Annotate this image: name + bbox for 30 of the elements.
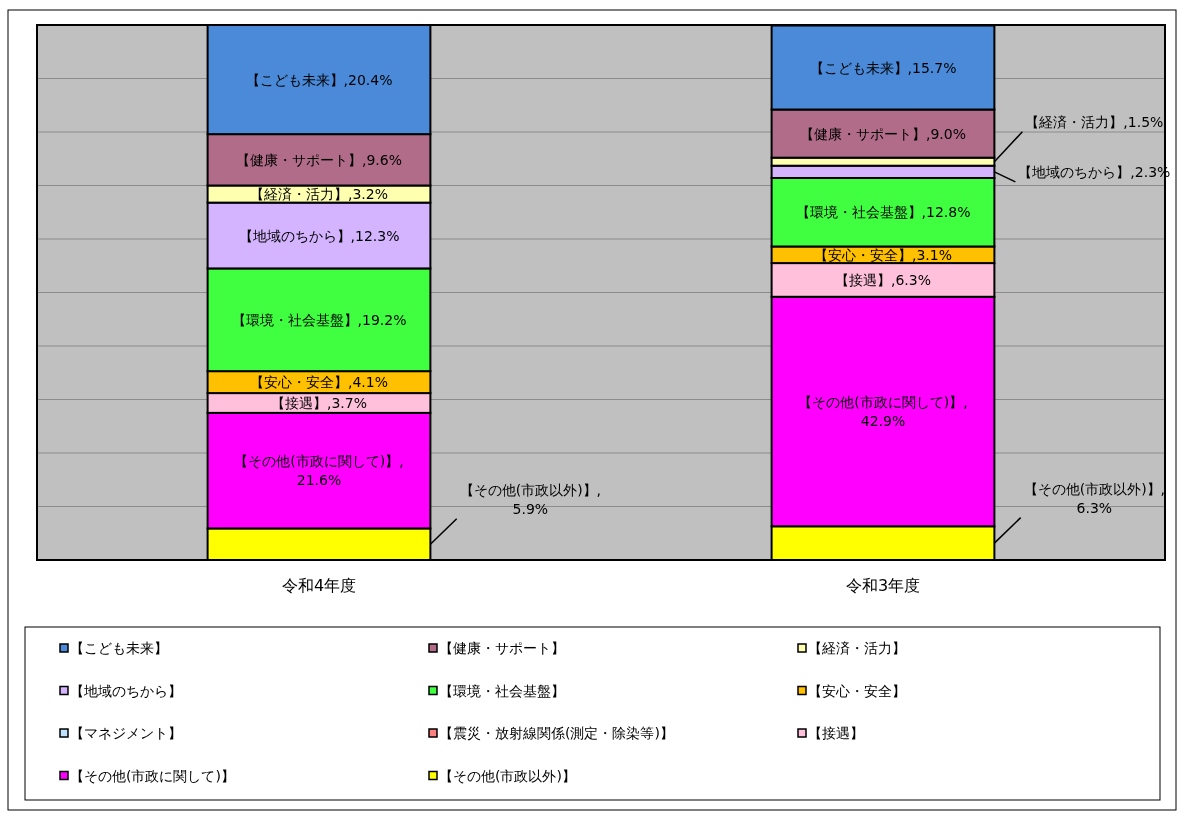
legend-label: 【こども未来】: [70, 640, 168, 656]
data-label: 【その他(市政に関して)】,21.6%: [234, 453, 404, 489]
data-label: 【その他(市政以外)】,5.9%: [459, 481, 602, 517]
data-label: 【健康・サポート】,9.0%: [799, 125, 967, 142]
data-label: 【その他(市政に関して)】,42.9%: [798, 394, 968, 429]
legend-label: 【経済・活力】: [808, 640, 906, 656]
legend-label: 【安心・安全】: [808, 682, 906, 699]
data-label: 【その他(市政以外)】,6.3%: [1023, 480, 1166, 516]
data-label: 【こども未来】,20.4%: [245, 71, 393, 88]
data-label: 【接遇】,6.3%: [834, 271, 932, 288]
data-label: 【経済・活力】,3.2%: [249, 186, 389, 203]
legend-label: 【環境・社会基盤】: [439, 682, 565, 699]
data-label: 【環境・社会基盤】,19.2%: [231, 311, 407, 328]
x-tick-label: 令和4年度: [281, 575, 357, 595]
x-tick-label: 令和3年度: [845, 575, 921, 595]
data-label: 【経済・活力】,1.5%: [1025, 113, 1164, 130]
data-label: 【健康・サポート】,9.6%: [235, 151, 403, 168]
data-label: 【こども未来】,15.7%: [809, 59, 957, 76]
legend-label: 【震災・放射線関係(測定・除染等)】: [439, 725, 674, 741]
data-label: 【安心・安全】,4.1%: [249, 374, 389, 391]
legend-label: 【健康・サポート】: [439, 640, 565, 656]
legend-label: 【接遇】: [808, 725, 864, 741]
data-label: 【接遇】,3.7%: [270, 394, 368, 411]
legend-label: 【その他(市政に関して)】: [70, 767, 235, 784]
legend-label: 【地域のちから】: [70, 682, 182, 699]
legend-label: 【マネジメント】: [70, 725, 182, 741]
data-label: 【地域のちから】,12.3%: [238, 227, 400, 244]
legend-label: 【その他(市政以外)】: [439, 767, 576, 784]
data-label: 【環境・社会基盤】,12.8%: [795, 204, 971, 221]
data-label: 【安心・安全】,3.1%: [813, 246, 953, 263]
